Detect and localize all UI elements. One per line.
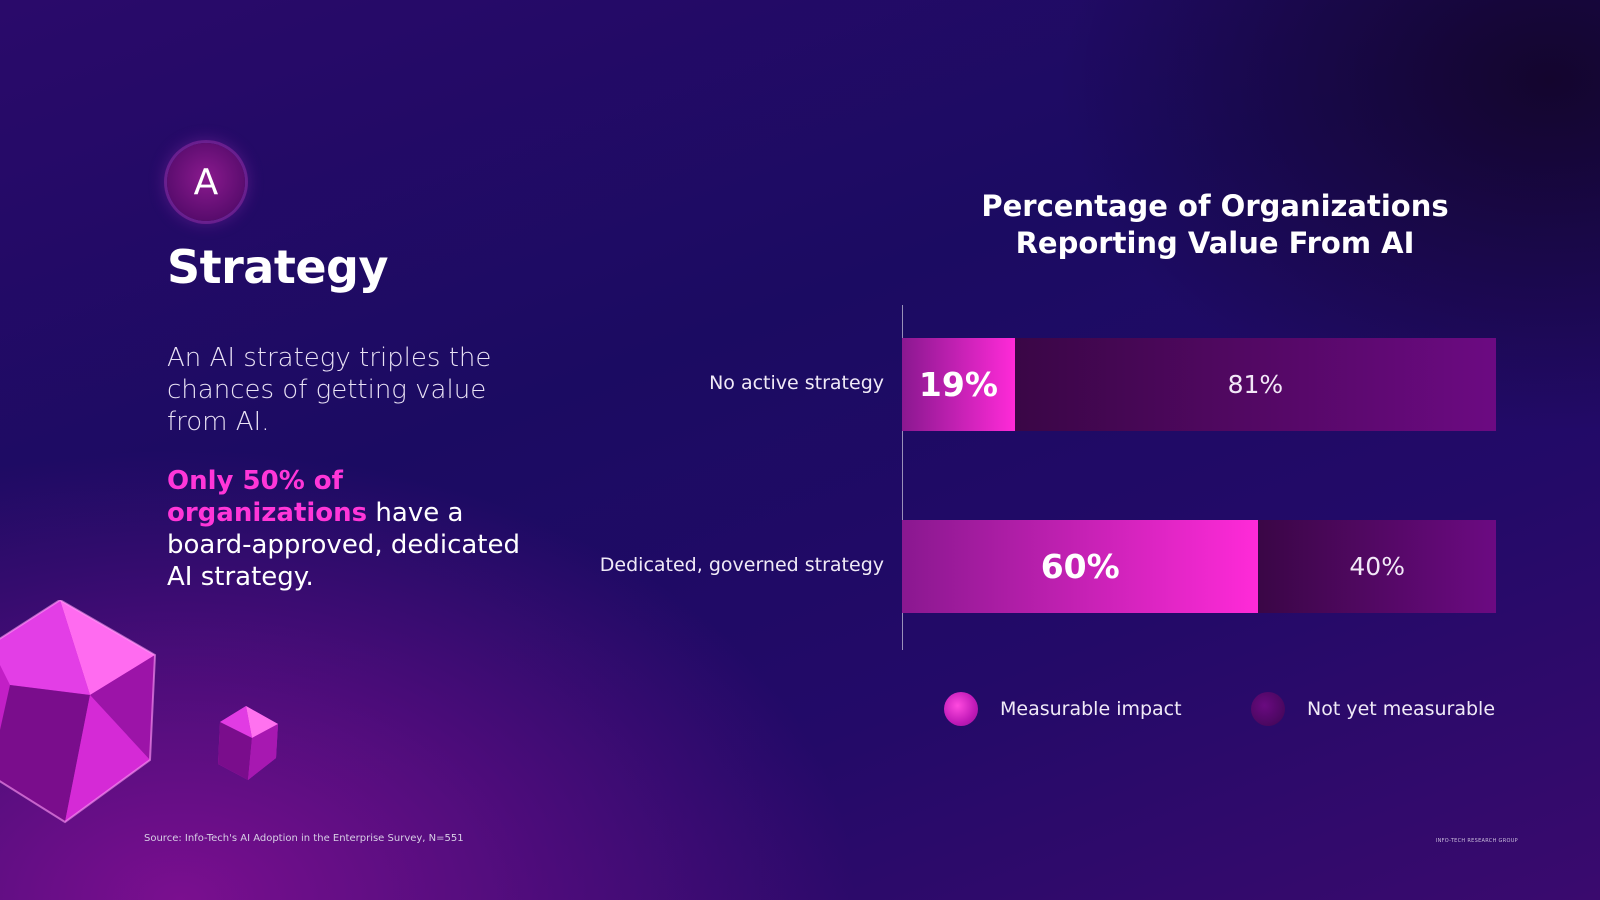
section-description: An AI strategy triples the chances of ge… [167, 343, 492, 437]
chart-axis-line [902, 305, 903, 650]
chart-title: Percentage of Organizations Reporting Va… [981, 189, 1449, 260]
data-label: 19% [918, 365, 998, 404]
page-title: Strategy [167, 240, 388, 294]
bar-row: 60% 40% [902, 520, 1496, 613]
not-yet-measurable-legend-icon [1251, 692, 1285, 726]
source-footnote: Source: Info-Tech's AI Adoption in the E… [144, 833, 464, 844]
badge-letter: A [193, 161, 219, 203]
legend-label-not-yet: Not yet measurable [1307, 698, 1496, 720]
brand-mark: INFO-TECH RESEARCH GROUP [1435, 838, 1518, 844]
data-label: 60% [1040, 547, 1120, 586]
legend-item-not-yet: Not yet measurable [1251, 692, 1495, 726]
category-label: No active strategy [709, 372, 884, 394]
data-label: 81% [1227, 370, 1284, 399]
highlight-accent-text: Only 50% of organizations [167, 466, 368, 528]
bar-segment-measurable: 19% [902, 338, 1015, 431]
bar-segment-not-yet: 81% [1014, 338, 1496, 431]
data-label: 40% [1349, 552, 1405, 581]
category-label: Dedicated, governed strategy [599, 554, 884, 576]
section-badge: A [167, 143, 245, 221]
crystal-gem-icon [0, 600, 157, 824]
legend-item-measurable: Measurable impact [944, 692, 1182, 726]
small-crystal-gem-icon [218, 706, 278, 780]
highlight-statement: Only 50% of organizations have a board-a… [167, 465, 547, 593]
bar-row: 19% 81% [902, 338, 1496, 431]
bar-segment-not-yet: 40% [1258, 520, 1496, 613]
legend-label-measurable: Measurable impact [1000, 698, 1182, 720]
measurable-impact-legend-icon [944, 692, 978, 726]
bar-segment-measurable: 60% [902, 520, 1259, 613]
highlight-rest-text: have a board-approved, dedicated AI stra… [167, 498, 520, 592]
